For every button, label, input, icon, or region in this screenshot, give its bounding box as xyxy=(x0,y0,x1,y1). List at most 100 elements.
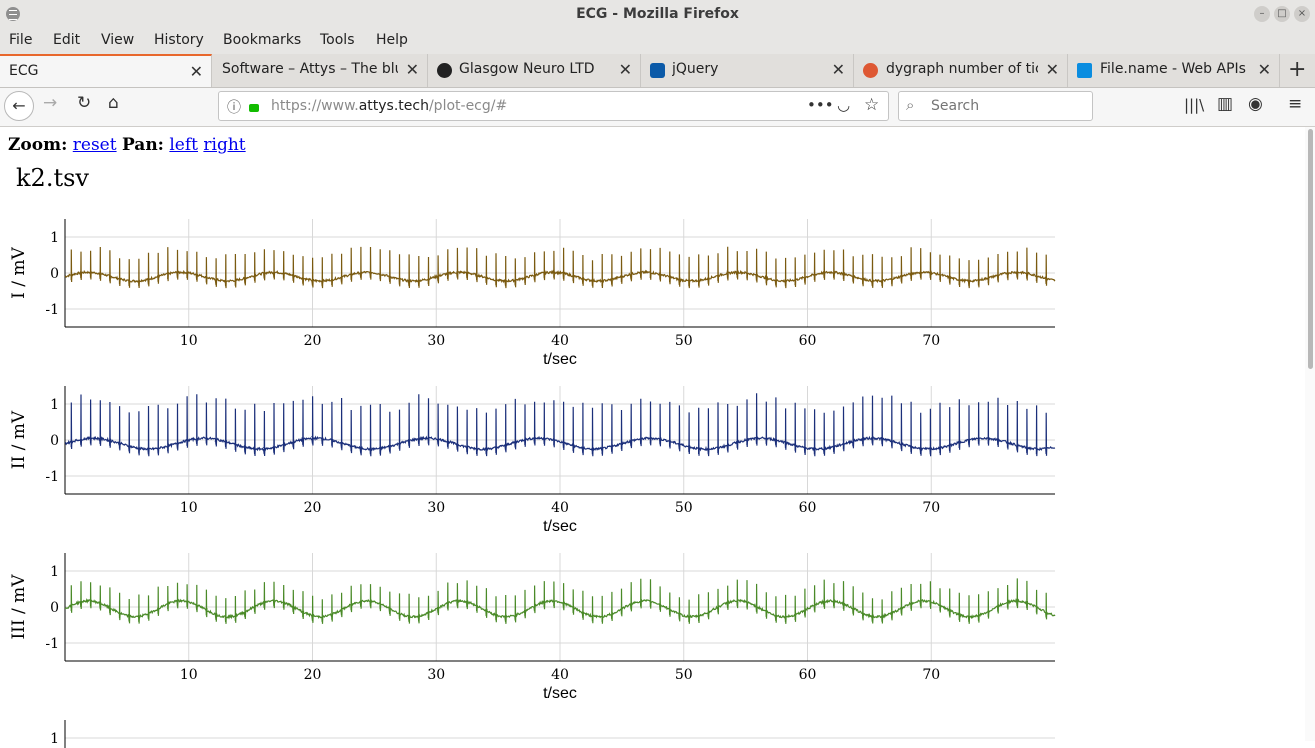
back-button[interactable]: ← xyxy=(4,91,34,121)
reload-button[interactable]: ↻ xyxy=(77,93,92,113)
y-tick-label: 1 xyxy=(50,397,59,413)
x-tick-label: 20 xyxy=(304,333,322,349)
ecg-series-line xyxy=(64,578,1056,624)
page-scrollbar[interactable] xyxy=(1305,127,1315,741)
y-tick-label: -1 xyxy=(45,302,59,318)
x-tick-label: 20 xyxy=(304,667,322,683)
pan-right-link[interactable]: right xyxy=(203,135,246,155)
zoom-reset-link[interactable]: reset xyxy=(72,135,117,155)
tab-dygraph[interactable]: dygraph number of ticks ✕ xyxy=(854,54,1068,87)
ecg-series-line xyxy=(64,246,1056,289)
tab-label: Glasgow Neuro LTD xyxy=(459,61,595,77)
tab-glasgow-neuro[interactable]: Glasgow Neuro LTD ✕ xyxy=(428,54,641,87)
x-tick-label: 60 xyxy=(799,667,817,683)
x-tick-label: 60 xyxy=(799,333,817,349)
url-text[interactable]: https://www.attys.tech/plot-ecg/# xyxy=(271,98,508,114)
page-actions-icon[interactable]: ••• xyxy=(807,96,834,114)
tab-mdn[interactable]: File.name - Web APIs | MDN ✕ xyxy=(1068,54,1280,87)
search-input[interactable] xyxy=(929,97,1083,115)
x-tick-label: 30 xyxy=(427,500,445,516)
scrollbar-thumb[interactable] xyxy=(1308,129,1313,369)
x-tick-label: 50 xyxy=(675,667,693,683)
close-tab-icon[interactable]: ✕ xyxy=(618,60,632,79)
file-name-heading: k2.tsv xyxy=(16,164,89,192)
new-tab-button[interactable]: + xyxy=(1288,57,1307,82)
x-axis-label: t/sec xyxy=(543,518,577,535)
tab-label: ECG xyxy=(9,63,39,79)
menu-edit[interactable]: Edit xyxy=(53,32,81,48)
x-tick-label: 40 xyxy=(551,500,569,516)
close-window-button[interactable]: × xyxy=(1294,6,1310,22)
bookmark-star-icon[interactable]: ☆ xyxy=(864,95,880,115)
menu-view[interactable]: View xyxy=(101,32,135,48)
ecg-series-line xyxy=(64,393,1056,457)
y-tick-label: 1 xyxy=(50,230,59,246)
mdn-icon xyxy=(1077,63,1092,78)
close-tab-icon[interactable]: ✕ xyxy=(1257,60,1271,79)
y-tick-label: -1 xyxy=(45,636,59,652)
y-tick-label: 0 xyxy=(50,433,59,449)
y-tick-label: 0 xyxy=(50,600,59,616)
x-tick-label: 10 xyxy=(180,667,198,683)
home-button[interactable]: ⌂ xyxy=(108,93,119,113)
close-tab-icon[interactable]: ✕ xyxy=(189,62,203,81)
x-tick-label: 60 xyxy=(799,500,817,516)
close-tab-icon[interactable]: ✕ xyxy=(405,60,419,79)
window-menu-icon[interactable] xyxy=(6,7,20,21)
pocket-icon[interactable]: ◡ xyxy=(837,96,851,114)
tab-label: jQuery xyxy=(672,61,719,77)
y-axis-label: III / mV xyxy=(9,574,29,640)
account-icon[interactable]: ◉ xyxy=(1248,94,1263,114)
url-bar[interactable]: ⓘ https://www.attys.tech/plot-ecg/# ••• … xyxy=(218,91,889,121)
x-tick-label: 40 xyxy=(551,667,569,683)
tab-label: Software – Attys – The blue xyxy=(222,61,398,77)
page-content: Zoom: reset Pan: left right k2.tsv 1 0 -1 1… xyxy=(0,127,1305,748)
window-title: ECG - Mozilla Firefox xyxy=(576,6,739,22)
sidebar-icon[interactable]: ▥ xyxy=(1217,94,1234,114)
zoom-label: Zoom: xyxy=(8,135,68,155)
tab-software-attys[interactable]: Software – Attys – The blue ✕ xyxy=(212,54,428,87)
y-tick-label: 1 xyxy=(50,731,59,747)
x-tick-label: 30 xyxy=(427,667,445,683)
x-tick-label: 50 xyxy=(675,333,693,349)
x-axis-label: t/sec xyxy=(543,351,577,368)
github-icon xyxy=(437,63,452,78)
y-tick-label: -1 xyxy=(45,469,59,485)
x-tick-label: 40 xyxy=(551,333,569,349)
search-bar[interactable]: ⌕ xyxy=(898,91,1093,121)
x-tick-label: 10 xyxy=(180,500,198,516)
duckduckgo-icon xyxy=(863,63,878,78)
x-axis-label: t/sec xyxy=(543,685,577,702)
forward-button[interactable]: → xyxy=(43,93,58,113)
x-tick-label: 50 xyxy=(675,500,693,516)
library-icon[interactable]: |||\ xyxy=(1184,96,1205,114)
chart-lead-next[interactable]: 1 xyxy=(0,718,1070,748)
maximize-button[interactable]: □ xyxy=(1274,6,1290,22)
title-bar: ECG - Mozilla Firefox – □ × xyxy=(0,0,1315,29)
menu-history[interactable]: History xyxy=(154,32,204,48)
pan-left-link[interactable]: left xyxy=(169,135,198,155)
menu-bookmarks[interactable]: Bookmarks xyxy=(223,32,302,48)
tab-ecg[interactable]: ECG ✕ xyxy=(0,54,212,87)
close-tab-icon[interactable]: ✕ xyxy=(1045,60,1059,79)
app-menu-icon[interactable]: ≡ xyxy=(1288,94,1303,114)
y-tick-label: 0 xyxy=(50,266,59,282)
minimize-button[interactable]: – xyxy=(1254,6,1270,22)
tab-strip: ECG ✕ Software – Attys – The blue ✕ Glas… xyxy=(0,54,1315,88)
y-axis-label: I / mV xyxy=(9,246,29,298)
x-tick-label: 10 xyxy=(180,333,198,349)
lock-icon[interactable] xyxy=(249,104,259,112)
info-icon[interactable]: ⓘ xyxy=(227,100,241,116)
close-tab-icon[interactable]: ✕ xyxy=(831,60,845,79)
tab-jquery[interactable]: jQuery ✕ xyxy=(641,54,854,87)
menu-help[interactable]: Help xyxy=(376,32,408,48)
menu-file[interactable]: File xyxy=(9,32,33,48)
nav-toolbar: ← → ↻ ⌂ ⓘ https://www.attys.tech/plot-ec… xyxy=(0,88,1315,127)
menu-tools[interactable]: Tools xyxy=(320,32,355,48)
y-axis-label: II / mV xyxy=(9,410,29,469)
tab-label: File.name - Web APIs | MDN xyxy=(1100,61,1250,77)
x-tick-label: 30 xyxy=(427,333,445,349)
